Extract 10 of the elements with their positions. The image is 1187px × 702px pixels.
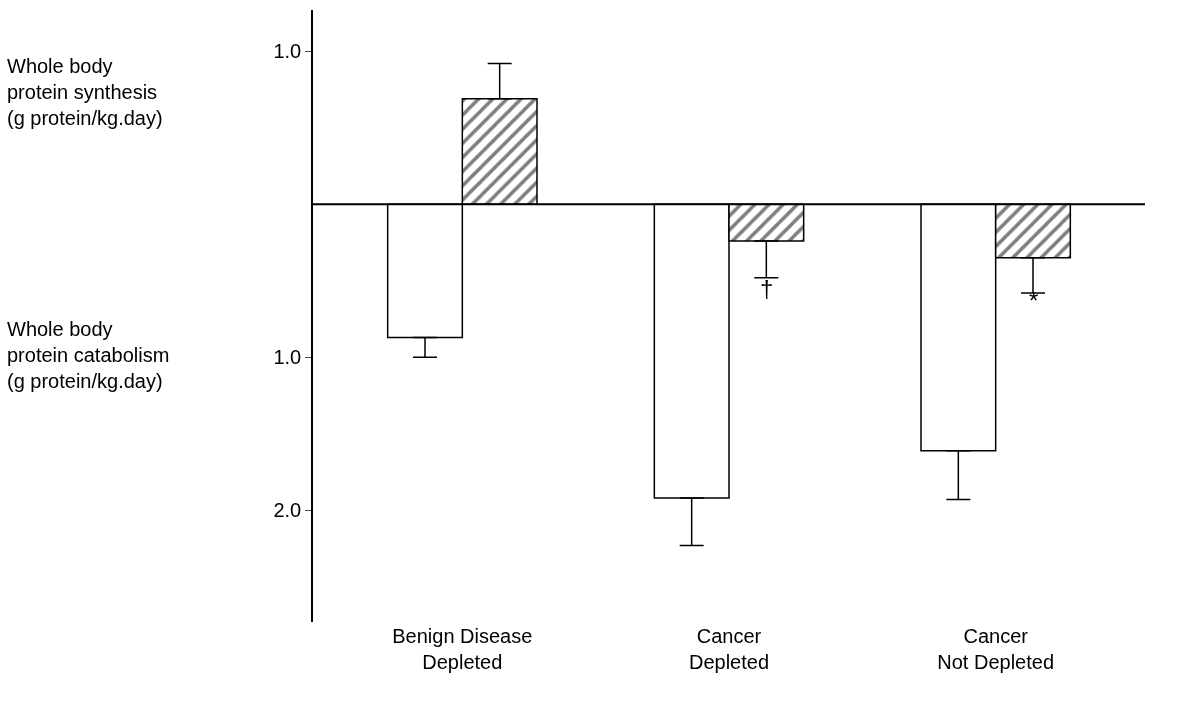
y-tick-label: 1.0 xyxy=(273,346,302,369)
text: Whole body protein synthesis (g protein/kg.day) xyxy=(7,55,163,129)
y-tick-label: 1.0 xyxy=(273,40,302,63)
x-tick-label: Benign Disease Depleted xyxy=(392,625,533,673)
text: Whole body protein catabolism (g protein/kg.day) xyxy=(7,318,170,392)
annotation: † xyxy=(760,275,774,302)
y-tick-label: 2.0 xyxy=(273,499,302,522)
annotation: * xyxy=(1029,287,1039,314)
x-tick-label: Cancer Not Depleted xyxy=(937,625,1055,673)
x-tick-label: Cancer Depleted xyxy=(688,625,770,673)
